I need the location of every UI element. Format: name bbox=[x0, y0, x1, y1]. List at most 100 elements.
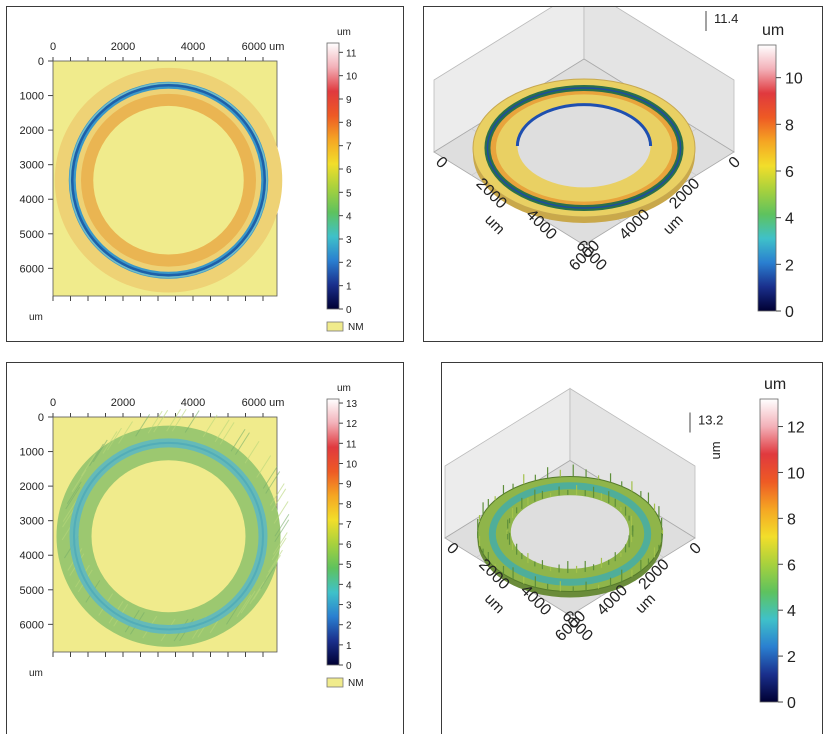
colorbar-tick-label: 0 bbox=[787, 695, 796, 712]
texture-streak bbox=[118, 421, 133, 444]
x-tick-label: 0 bbox=[50, 41, 56, 53]
texture-streak bbox=[153, 409, 169, 433]
colorbar-tick-label: 13 bbox=[346, 399, 358, 410]
legend-label: NM bbox=[348, 322, 364, 333]
y-tick-label: 2000 bbox=[20, 125, 44, 137]
panel-bottom-right-3d-view: 0 2000 4000 6000 0 2000 4000 6000 um um 13.2 um um 0 2… bbox=[441, 362, 823, 734]
texture-streak bbox=[71, 469, 87, 493]
colorbar-tick-label: 1 bbox=[346, 282, 352, 293]
ring-groove-core bbox=[71, 83, 266, 277]
panel-top-left-2d-map: um 0 2000 4000 6000 um 0 1000 2000 3000 4000 5000 6… bbox=[6, 6, 404, 342]
colorbar-tick-label: 2 bbox=[346, 621, 352, 632]
x-tick-label: 0 bbox=[50, 397, 56, 409]
y-tick-label: 5000 bbox=[20, 229, 44, 241]
colorbar-tick-label: 4 bbox=[787, 603, 796, 620]
y-tick-label: 4000 bbox=[20, 194, 44, 206]
texture-streak bbox=[236, 594, 252, 617]
y-tick-label: 0 bbox=[726, 154, 744, 172]
texture-streak bbox=[65, 486, 81, 510]
chart-2d-map: um 0 2000 4000 6000 um 0 1000 2000 3000 4000 5000 6… bbox=[20, 27, 364, 333]
texture-streak bbox=[256, 455, 272, 478]
colorbar-tick-label: 2 bbox=[346, 258, 352, 269]
colorbar-tick-label: 4 bbox=[346, 580, 352, 591]
colorbar-tick-label: 6 bbox=[785, 164, 794, 181]
colorbar-unit-label: um bbox=[762, 22, 784, 39]
texture-streak bbox=[135, 414, 151, 437]
colorbar-tick-label: 6 bbox=[346, 540, 352, 551]
texture-streak bbox=[80, 453, 96, 477]
legend-swatch bbox=[326, 321, 344, 332]
colorbar-tick-label: 2 bbox=[787, 649, 796, 666]
y-tick-label: 2000 bbox=[20, 481, 44, 493]
texture-streak bbox=[230, 428, 246, 452]
colorbar-tick-label: 3 bbox=[346, 601, 352, 612]
colorbar-tick-label: 8 bbox=[346, 118, 352, 129]
ring-hole bbox=[510, 495, 630, 569]
ring-inner-band bbox=[489, 88, 679, 208]
colorbar-unit-label: um bbox=[337, 383, 351, 394]
z-axis-label: um bbox=[708, 441, 723, 459]
x-tick-label: 0 bbox=[443, 540, 461, 558]
colorbar-tick-label: 4 bbox=[346, 212, 352, 223]
texture-streak bbox=[271, 537, 287, 561]
y-tick-label: 0 bbox=[38, 56, 44, 68]
ring-groove bbox=[488, 482, 652, 586]
panel-top-right-3d-view: 0 2000 4000 6000 0 2000 4000 6000 um um 11.4 um 0 2 4 6… bbox=[423, 6, 823, 342]
texture-streak bbox=[272, 532, 288, 555]
colorbar-unit-label: um bbox=[337, 27, 351, 38]
y-axis-unit: um bbox=[29, 668, 43, 679]
legend-label: NM bbox=[348, 678, 364, 689]
colorbar-tick-label: 6 bbox=[346, 165, 352, 176]
y-axis-label: um bbox=[660, 211, 687, 238]
texture-streak bbox=[271, 488, 287, 512]
colorbar-tick-label: 10 bbox=[346, 72, 358, 83]
colorbar-tick-label: 12 bbox=[346, 419, 358, 430]
texture-streak bbox=[266, 555, 281, 578]
colorbar bbox=[326, 42, 340, 310]
colorbar-tick-label: 12 bbox=[787, 420, 805, 437]
colorbar-tick-label: 9 bbox=[346, 95, 352, 106]
texture-streak bbox=[219, 422, 235, 445]
texture-streak bbox=[92, 439, 108, 463]
texture-streak bbox=[260, 566, 276, 590]
colorbar-tick-label: 10 bbox=[346, 459, 358, 470]
texture-streak bbox=[262, 466, 278, 489]
x-tick-label: 2000 bbox=[111, 397, 135, 409]
y-tick-label: 6000 bbox=[20, 619, 44, 631]
colorbar-tick-label: 9 bbox=[346, 480, 352, 491]
colorbar-unit-label: um bbox=[764, 376, 786, 393]
texture-streak bbox=[62, 499, 78, 522]
texture-streak bbox=[166, 408, 182, 432]
texture-streak bbox=[184, 410, 200, 433]
ring-hole-edge bbox=[515, 103, 653, 147]
z-max-label: 11.4 bbox=[714, 11, 738, 26]
ring-center bbox=[93, 105, 244, 255]
colorbar-tick-label: 0 bbox=[346, 661, 352, 672]
y-tick-label: 5000 bbox=[20, 585, 44, 597]
colorbar-tick-label: 3 bbox=[346, 235, 352, 246]
texture-streak bbox=[102, 431, 118, 454]
texture-streak bbox=[265, 471, 281, 494]
texture-streak bbox=[89, 443, 104, 467]
colorbar-tick-label: 11 bbox=[346, 48, 357, 59]
colorbar-tick-label: 0 bbox=[785, 304, 794, 321]
colorbar-tick-label: 7 bbox=[346, 142, 352, 153]
z-max-label: 13.2 bbox=[698, 413, 723, 428]
texture-streak bbox=[214, 419, 230, 443]
texture-streak bbox=[235, 432, 250, 455]
x-axis-label: um bbox=[481, 590, 508, 617]
colorbar-tick-label: 1 bbox=[346, 641, 352, 652]
colorbar bbox=[326, 398, 340, 666]
texture-streak bbox=[268, 549, 283, 573]
x-tick-label: 0 bbox=[432, 154, 450, 172]
texture-streak bbox=[269, 483, 285, 506]
x-axis-label: um bbox=[481, 211, 508, 238]
texture-streak bbox=[249, 581, 265, 605]
texture-streak bbox=[240, 590, 256, 614]
colorbar-tick-label: 4 bbox=[785, 211, 794, 228]
colorbar-tick-label: 10 bbox=[787, 465, 805, 482]
colorbar-tick-label: 8 bbox=[346, 500, 352, 511]
colorbar-tick-label: 8 bbox=[785, 117, 794, 134]
